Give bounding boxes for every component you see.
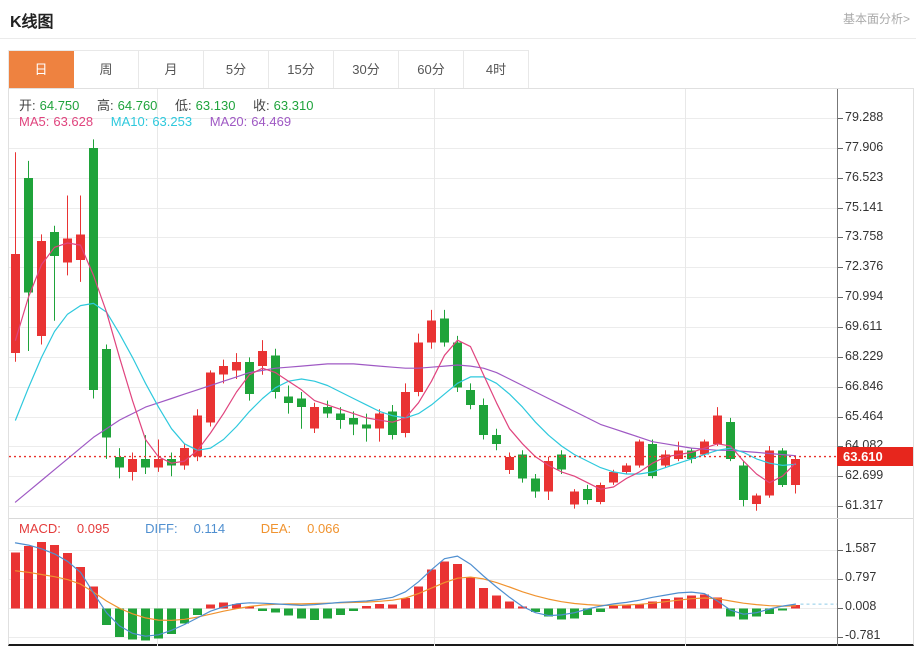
current-price-badge: 63.610: [837, 447, 913, 466]
y-axis-label: 70.994: [845, 289, 884, 303]
tab-period-8[interactable]: 4时: [464, 51, 529, 89]
ma5-value: 63.628: [53, 114, 94, 129]
page-title: K线图: [10, 14, 54, 31]
y-axis-label: 73.758: [845, 229, 884, 243]
y-axis-label: 72.376: [845, 259, 884, 273]
macd-chart[interactable]: [9, 518, 913, 646]
close-label: 收:: [253, 98, 270, 113]
chart-container: 开: 64.750 高: 64.760 低: 63.130 收: 63.310 MA5:…: [8, 88, 914, 646]
dea-label: DEA:: [260, 521, 292, 536]
open-label: 开:: [19, 98, 36, 113]
tab-period-4[interactable]: 5分: [204, 51, 269, 89]
ma-info-row: MA5: 63.628 MA10: 63.253 MA20: 64.469: [19, 114, 295, 129]
y-axis-label: -0.781: [845, 628, 881, 642]
y-axis-label: 66.846: [845, 379, 884, 393]
low-value: 63.130: [195, 98, 236, 113]
y-axis-label: 61.317: [845, 498, 884, 512]
y-axis-label: 79.288: [845, 110, 884, 124]
divider: [0, 38, 916, 39]
macd-label: MACD:: [19, 521, 61, 536]
tab-period-2[interactable]: 周: [74, 51, 139, 89]
ma20-label: MA20:: [209, 114, 248, 129]
ma5-label: MA5:: [19, 114, 50, 129]
tab-period-7[interactable]: 60分: [399, 51, 464, 89]
y-axis-label: 77.906: [845, 140, 884, 154]
diff-label: DIFF:: [145, 521, 178, 536]
fundamental-analysis-link[interactable]: 基本面分析>: [842, 12, 910, 26]
period-tabbar: 日周月 5分 15分 30分 60分 4时: [8, 50, 529, 89]
y-axis-label: 69.611: [845, 319, 883, 333]
high-value: 64.760: [117, 98, 158, 113]
tab-period-6[interactable]: 30分: [334, 51, 399, 89]
y-axis-label: 65.464: [845, 409, 884, 423]
diff-value: 0.114: [193, 521, 226, 536]
y-axis-label: 75.141: [845, 200, 884, 214]
y-axis-label: 0.797: [845, 570, 877, 584]
tab-period-1[interactable]: 日: [9, 51, 74, 89]
macd-value: 0.095: [76, 521, 110, 536]
y-axis-label: 76.523: [845, 170, 884, 184]
ma10-value: 63.253: [152, 114, 193, 129]
ma10-label: MA10:: [110, 114, 149, 129]
ohlc-info-row: 开: 64.750 高: 64.760 低: 63.130 收: 63.310: [19, 95, 317, 114]
tab-period-3[interactable]: 月: [139, 51, 204, 89]
y-axis-label: 68.229: [845, 349, 884, 363]
y-axis-label: 0.008: [845, 599, 877, 613]
high-label: 高:: [97, 98, 114, 113]
tab-period-5[interactable]: 15分: [269, 51, 334, 89]
dea-value: 0.066: [307, 521, 340, 536]
macd-info-row: MACD: 0.095 DIFF: 0.114 DEA: 0.066: [19, 521, 372, 536]
low-label: 低:: [175, 98, 192, 113]
open-value: 64.750: [39, 98, 80, 113]
candlestick-chart[interactable]: [9, 89, 913, 518]
y-axis-label: 62.699: [845, 468, 884, 482]
ma20-value: 64.469: [251, 114, 292, 129]
y-axis-label: 1.587: [845, 541, 877, 555]
close-value: 63.310: [273, 98, 314, 113]
